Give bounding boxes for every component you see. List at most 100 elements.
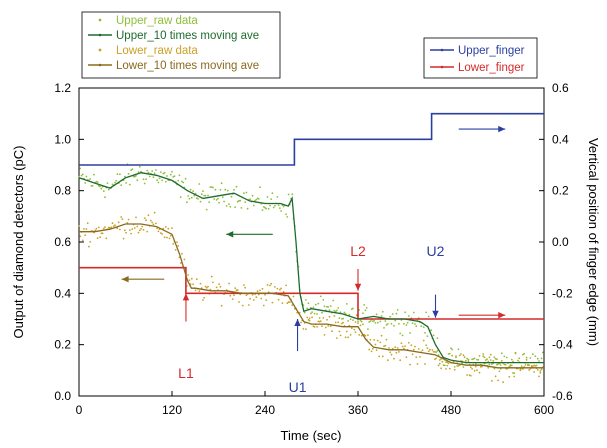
raw-data-point: [251, 194, 254, 197]
raw-data-point: [374, 322, 377, 324]
raw-data-point: [155, 222, 157, 225]
raw-data-point: [264, 293, 266, 296]
raw-data-point: [143, 182, 146, 185]
raw-data-point: [478, 355, 481, 357]
raw-data-point: [300, 321, 302, 324]
raw-data-point: [260, 297, 263, 300]
raw-data-point: [100, 232, 103, 235]
raw-data-point: [421, 349, 424, 352]
raw-data-point: [458, 354, 461, 357]
raw-data-point: [189, 188, 192, 191]
raw-data-point: [249, 297, 252, 300]
raw-data-point: [125, 231, 127, 234]
raw-data-point: [395, 351, 398, 354]
raw-data-point: [231, 298, 234, 300]
annotation-label-u1: U1: [289, 379, 307, 395]
raw-data-point: [244, 201, 247, 204]
raw-data-point: [395, 312, 398, 315]
raw-data-point: [169, 173, 172, 176]
raw-data-point: [167, 227, 170, 230]
raw-data-point: [156, 227, 159, 230]
raw-data-point: [269, 284, 271, 287]
x-tick-label: 360: [348, 403, 368, 417]
raw-data-point: [345, 303, 348, 305]
raw-data-point: [199, 200, 202, 203]
raw-data-point: [190, 277, 193, 280]
raw-data-point: [146, 230, 149, 233]
raw-data-point: [183, 258, 186, 261]
raw-data-point: [130, 232, 133, 235]
raw-data-point: [403, 322, 405, 325]
raw-data-point: [324, 326, 327, 329]
raw-data-point: [85, 175, 88, 178]
raw-data-point: [259, 186, 261, 189]
raw-data-point: [166, 175, 168, 177]
raw-data-point: [287, 193, 290, 196]
raw-data-point: [328, 309, 331, 311]
raw-data-point: [96, 181, 99, 184]
raw-data-point: [357, 320, 359, 323]
raw-data-point: [94, 229, 96, 232]
direction-arrow: [121, 276, 165, 283]
raw-data-point: [522, 368, 524, 370]
raw-data-point: [261, 287, 264, 290]
raw-data-point: [491, 363, 493, 366]
raw-data-point: [199, 282, 202, 285]
raw-data-point: [403, 347, 405, 350]
raw-data-point: [426, 335, 429, 337]
raw-data-point: [210, 275, 213, 278]
raw-data-point: [477, 359, 480, 361]
raw-data-point: [522, 353, 524, 356]
raw-data-point: [282, 205, 285, 208]
raw-data-point: [79, 167, 82, 170]
raw-data-point: [152, 223, 155, 226]
raw-data-point: [176, 241, 178, 244]
raw-data-point: [505, 368, 508, 370]
raw-data-point: [389, 351, 392, 354]
raw-data-point: [376, 339, 379, 342]
raw-data-point: [381, 355, 384, 358]
raw-data-point: [159, 232, 162, 234]
raw-data-point: [323, 334, 326, 336]
raw-data-point: [124, 175, 126, 178]
raw-data-point: [277, 298, 280, 301]
raw-data-point: [153, 211, 156, 214]
raw-data-point: [541, 351, 544, 354]
raw-data-point: [138, 165, 141, 168]
raw-data-point: [128, 229, 131, 232]
raw-data-point: [93, 173, 95, 176]
raw-data-point: [115, 179, 118, 182]
raw-data-point: [187, 195, 190, 197]
raw-data-point: [446, 364, 449, 367]
raw-data-point: [214, 188, 217, 191]
raw-data-point: [136, 225, 139, 228]
raw-data-point: [367, 328, 369, 330]
raw-data-point: [457, 348, 460, 351]
raw-data-point: [182, 181, 185, 184]
raw-data-point: [146, 169, 149, 172]
y2-tick-label: -0.4: [552, 338, 573, 352]
raw-data-point: [364, 309, 367, 312]
raw-data-point: [390, 322, 393, 325]
raw-data-point: [215, 286, 218, 289]
raw-data-point: [120, 184, 123, 187]
raw-data-point: [447, 362, 450, 365]
raw-data-point: [437, 364, 440, 367]
raw-data-point: [236, 289, 239, 292]
raw-data-point: [342, 317, 344, 320]
raw-data-point: [188, 197, 191, 200]
raw-data-point: [425, 344, 428, 347]
raw-data-point: [249, 198, 252, 201]
raw-data-point: [379, 341, 382, 344]
raw-data-point: [344, 336, 347, 339]
raw-data-point: [337, 321, 340, 324]
raw-data-point: [306, 316, 309, 319]
raw-data-point: [148, 175, 151, 178]
raw-data-point: [137, 171, 140, 173]
raw-data-point: [145, 219, 147, 222]
raw-data-point: [155, 169, 157, 171]
raw-data-point: [262, 304, 265, 307]
raw-data-point: [202, 190, 204, 193]
raw-data-point: [451, 354, 454, 357]
raw-data-point: [267, 208, 270, 210]
